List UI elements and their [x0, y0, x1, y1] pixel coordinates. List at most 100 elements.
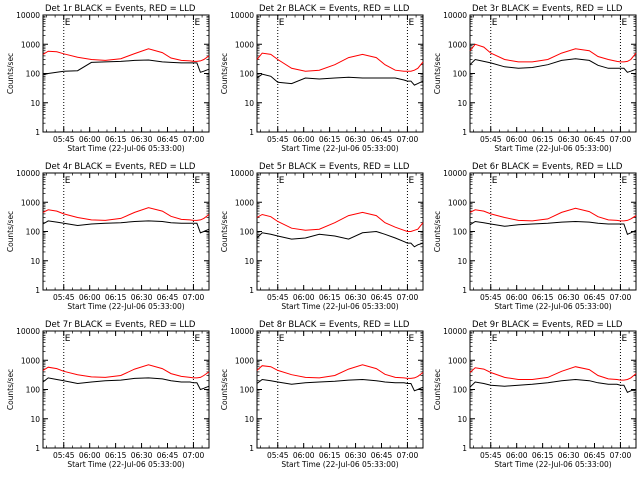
plot-frame: [256, 172, 424, 291]
events-series-line: [256, 230, 424, 248]
x-axis-label: Start Time (22-Jul-06 05:33:00): [67, 460, 184, 469]
panel-title: Det 1r BLACK = Events, RED = LLD: [45, 4, 196, 14]
x-tick-label: 06:45: [584, 451, 606, 460]
panel-title: Det 8r BLACK = Events, RED = LLD: [259, 320, 410, 330]
y-tick-label: 100: [453, 228, 468, 237]
x-tick-label: 06:00: [79, 451, 101, 460]
events-series-line: [469, 378, 637, 393]
y-tick-label: 1: [462, 444, 467, 453]
x-tick-label: 07:00: [183, 135, 205, 144]
y-tick-label: 10000: [16, 327, 40, 336]
y-tick-label: 1: [249, 444, 254, 453]
x-tick-label: 06:30: [131, 451, 153, 460]
y-tick-label: 10000: [230, 11, 254, 20]
x-tick-label: 05:45: [267, 451, 289, 460]
x-tick-label: 05:45: [53, 451, 75, 460]
x-tick-label: 06:15: [319, 135, 341, 144]
y-tick-label: 10: [457, 99, 467, 108]
marker-label: E: [408, 176, 414, 186]
plot-frame: [42, 330, 210, 449]
y-tick-label: 10000: [443, 11, 467, 20]
x-tick-label: 06:30: [345, 135, 367, 144]
y-axis-label: Counts/sec: [6, 53, 15, 94]
x-tick-label: 06:30: [558, 293, 580, 302]
y-tick-label: 1000: [235, 356, 254, 365]
y-tick-label: 1000: [235, 198, 254, 207]
marker-label: E: [65, 18, 71, 28]
plot-frame: [42, 172, 210, 291]
lld-series-line: [469, 43, 637, 63]
y-tick-label: 1000: [235, 40, 254, 49]
y-tick-label: 1000: [21, 356, 40, 365]
marker-label: E: [194, 334, 200, 344]
y-axis-label: Counts/sec: [433, 53, 442, 94]
x-tick-label: 06:15: [105, 451, 127, 460]
x-tick-label: 05:45: [480, 451, 502, 460]
y-tick-label: 10: [30, 415, 40, 424]
x-tick-label: 06:15: [105, 293, 127, 302]
chart-panel: Det 7r BLACK = Events, RED = LLD 1 10 100 10…: [6, 320, 210, 469]
chart-panel: Det 6r BLACK = Events, RED = LLD 1 10 100 10…: [433, 162, 637, 311]
y-axis-label: Counts/sec: [220, 211, 229, 252]
plot-frame: [469, 330, 637, 449]
lld-series-line: [469, 366, 637, 381]
y-tick-label: 10: [457, 415, 467, 424]
x-tick-label: 07:00: [397, 293, 419, 302]
x-tick-label: 05:45: [267, 135, 289, 144]
x-axis-label: Start Time (22-Jul-06 05:33:00): [494, 302, 611, 311]
marker-label: E: [492, 18, 498, 28]
y-axis-label: Counts/sec: [220, 369, 229, 410]
x-tick-label: 06:15: [105, 135, 127, 144]
x-tick-label: 05:45: [480, 135, 502, 144]
y-tick-label: 1000: [448, 198, 467, 207]
x-tick-label: 06:00: [506, 135, 528, 144]
marker-label: E: [492, 334, 498, 344]
y-tick-label: 10000: [230, 327, 254, 336]
chart-panel: Det 9r BLACK = Events, RED = LLD 1 10 100 10…: [433, 320, 637, 469]
y-tick-label: 100: [26, 70, 41, 79]
y-tick-label: 1000: [448, 40, 467, 49]
y-tick-label: 1: [35, 128, 40, 137]
x-tick-label: 07:00: [610, 135, 632, 144]
y-tick-label: 100: [240, 70, 255, 79]
y-tick-label: 10: [244, 99, 254, 108]
x-tick-label: 06:30: [345, 451, 367, 460]
y-axis-label: Counts/sec: [220, 53, 229, 94]
x-tick-label: 06:45: [371, 135, 393, 144]
events-series-line: [256, 378, 424, 392]
y-tick-label: 10000: [230, 169, 254, 178]
chart-panel: Det 2r BLACK = Events, RED = LLD 1 10 100 10…: [220, 4, 424, 153]
lld-series-line: [42, 48, 210, 62]
panel-title: Det 5r BLACK = Events, RED = LLD: [259, 162, 410, 172]
x-tick-label: 06:00: [506, 451, 528, 460]
x-tick-label: 06:00: [506, 293, 528, 302]
x-tick-label: 06:15: [532, 451, 554, 460]
y-tick-label: 100: [453, 70, 468, 79]
marker-label: E: [492, 176, 498, 186]
x-tick-label: 06:15: [532, 135, 554, 144]
marker-label: E: [65, 176, 71, 186]
x-tick-label: 06:45: [584, 293, 606, 302]
x-tick-label: 06:00: [293, 293, 315, 302]
y-tick-label: 1: [249, 128, 254, 137]
chart-panel: Det 4r BLACK = Events, RED = LLD 1 10 100 10…: [6, 162, 210, 311]
panel-title: Det 2r BLACK = Events, RED = LLD: [259, 4, 410, 14]
x-axis-label: Start Time (22-Jul-06 05:33:00): [494, 144, 611, 153]
y-tick-label: 100: [453, 386, 468, 395]
x-tick-label: 06:45: [371, 293, 393, 302]
lld-series-line: [469, 207, 637, 222]
plot-frame: [256, 330, 424, 449]
y-axis-label: Counts/sec: [433, 211, 442, 252]
x-tick-label: 06:00: [79, 293, 101, 302]
x-axis-label: Start Time (22-Jul-06 05:33:00): [67, 302, 184, 311]
plot-frame: [469, 172, 637, 291]
y-tick-label: 1: [35, 444, 40, 453]
x-tick-label: 05:45: [267, 293, 289, 302]
y-tick-label: 10: [244, 415, 254, 424]
x-axis-label: Start Time (22-Jul-06 05:33:00): [67, 144, 184, 153]
marker-label: E: [279, 334, 285, 344]
x-tick-label: 05:45: [480, 293, 502, 302]
lld-series-line: [256, 364, 424, 379]
marker-label: E: [621, 18, 627, 28]
